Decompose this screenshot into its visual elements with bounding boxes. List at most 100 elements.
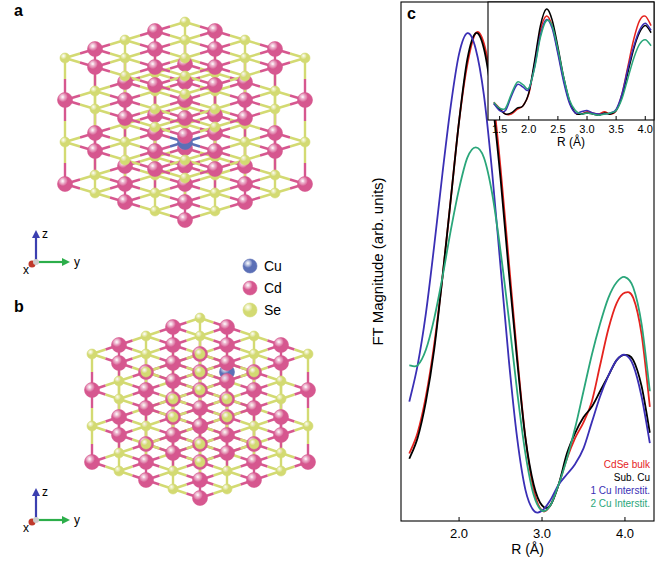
atom — [220, 446, 235, 461]
atom — [168, 394, 178, 404]
atom — [114, 376, 124, 386]
x-tick-label: 1.5 — [492, 123, 507, 135]
legend-label: Cd — [264, 280, 282, 296]
atom — [139, 365, 154, 380]
atom — [180, 173, 190, 183]
atom — [148, 24, 163, 39]
arrow-head — [32, 488, 40, 496]
panel-label: b — [14, 298, 24, 315]
atom — [210, 104, 220, 114]
atom — [238, 177, 253, 192]
atom — [58, 177, 73, 192]
atom — [274, 410, 289, 425]
atom — [249, 367, 259, 377]
atom — [139, 455, 154, 470]
atom — [118, 111, 133, 126]
atom — [112, 428, 127, 443]
legend-label: Se — [264, 302, 281, 318]
atom — [276, 394, 286, 404]
legend-label: CdSe bulk — [604, 459, 651, 470]
atom — [178, 213, 193, 228]
atom — [208, 78, 223, 93]
atom — [150, 188, 160, 198]
x-axis-label: R (Å) — [557, 134, 585, 149]
atom — [220, 374, 235, 389]
x-tick — [499, 116, 500, 120]
legend-swatch — [243, 281, 257, 295]
atom — [247, 401, 262, 416]
atom — [118, 93, 133, 108]
atom — [247, 383, 262, 398]
y-axis-label: FT Magnitude (arb. units) — [369, 177, 386, 345]
atom — [120, 137, 130, 147]
atom — [180, 89, 190, 99]
atom — [148, 162, 163, 177]
atom — [210, 122, 220, 132]
atom — [195, 457, 205, 467]
atom — [168, 484, 178, 494]
series-line — [494, 19, 651, 114]
x-tick-label: 4.0 — [616, 526, 634, 541]
atom — [247, 473, 262, 488]
atom — [148, 60, 163, 75]
axes-glyph: xyz — [23, 227, 80, 277]
legend-swatch — [243, 303, 257, 317]
atom — [87, 421, 97, 431]
atom — [87, 349, 97, 359]
atom — [268, 60, 283, 75]
x-tick-label: 2.5 — [550, 123, 565, 135]
x-tick — [624, 517, 625, 521]
atom — [114, 448, 124, 458]
atom — [193, 437, 208, 452]
atom — [90, 170, 100, 180]
atom — [112, 338, 127, 353]
atom — [90, 86, 100, 96]
axis-letter: x — [23, 263, 29, 277]
atom — [85, 383, 100, 398]
atom — [193, 473, 208, 488]
atom — [270, 86, 280, 96]
atom — [180, 71, 190, 81]
axis-letter: z — [42, 227, 48, 241]
atom — [88, 42, 103, 57]
atom — [195, 331, 205, 341]
legend-label: Cu — [264, 258, 282, 274]
atom — [249, 349, 259, 359]
atom — [120, 53, 130, 63]
atom — [114, 394, 124, 404]
plot-frame — [488, 2, 654, 120]
axis-letter: x — [23, 521, 29, 535]
atom — [166, 356, 181, 371]
atom — [88, 126, 103, 141]
atom — [168, 412, 178, 422]
panel-label: c — [407, 5, 416, 22]
atom — [139, 401, 154, 416]
atom — [139, 473, 154, 488]
atom — [112, 356, 127, 371]
atom — [141, 421, 151, 431]
atom — [180, 35, 190, 45]
atom — [166, 428, 181, 443]
atom — [88, 60, 103, 75]
atom — [112, 410, 127, 425]
atom — [249, 331, 259, 341]
atom — [303, 349, 313, 359]
x-tick-label: 3.0 — [533, 526, 551, 541]
plot-background — [488, 2, 654, 120]
bonds — [92, 318, 308, 498]
legend-label: 1 Cu Interstit. — [591, 485, 650, 496]
atom — [166, 320, 181, 335]
atom — [141, 439, 151, 449]
crystal-structure — [58, 17, 313, 228]
atom — [60, 53, 70, 63]
atom — [150, 104, 160, 114]
legend-label: 2 Cu Interstit. — [591, 498, 650, 509]
atom — [208, 144, 223, 159]
atom — [220, 410, 235, 425]
atom — [220, 392, 235, 407]
legend: CdSe bulkSub. Cu1 Cu Interstit.2 Cu Inte… — [591, 459, 651, 509]
atom — [166, 446, 181, 461]
atom — [168, 466, 178, 476]
main-chart: 2.03.04.0R (Å)FT Magnitude (arb. units)c… — [369, 2, 654, 557]
atom — [222, 412, 232, 422]
